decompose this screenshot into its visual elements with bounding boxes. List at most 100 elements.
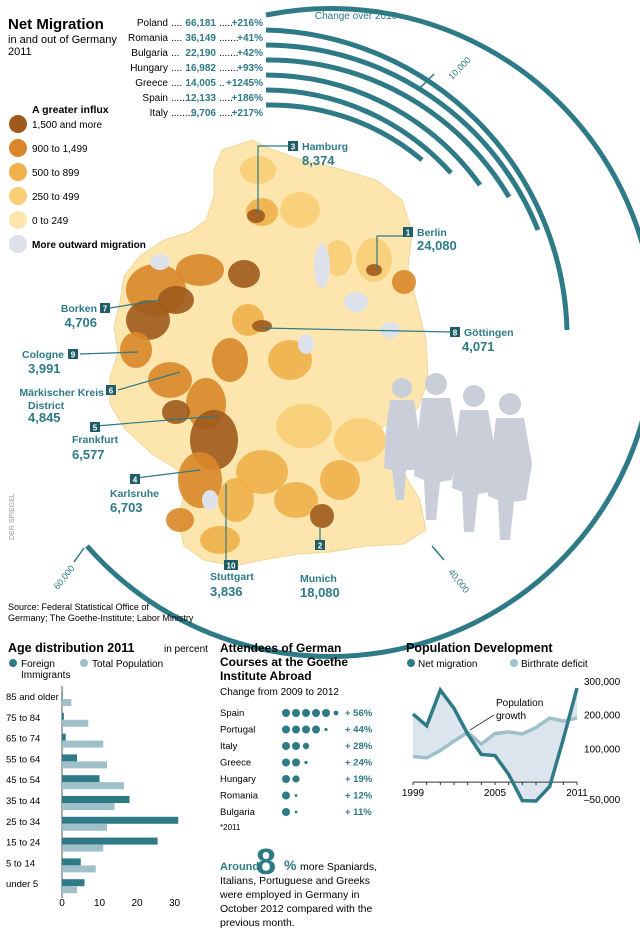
age-x-tick: 30 [169,898,181,909]
city-number: 1 [406,229,411,238]
city-number: 7 [103,305,108,314]
callout-leader [79,351,139,355]
age-category-label: 25 to 34 [6,817,40,828]
callout-leader [376,235,403,268]
city-number-badge [450,327,460,337]
origin-country: Bulgaria [131,48,168,59]
legend-swatch [9,211,27,229]
age-bar-immigrants [62,858,81,866]
map-districts [120,156,416,554]
city-value: 3,836 [210,584,243,599]
origin-value: 9,706 [191,108,216,119]
pop-annotation-2: growth [496,711,526,722]
age-legend-immigrants-label-2: Immigrants [21,670,70,681]
city-value: 4,706 [64,315,97,330]
age-x-tick: 20 [131,898,143,909]
origin-dots: .... [171,18,182,29]
legend-label: 500 to 899 [32,168,80,179]
goethe-dot [304,760,308,765]
origin-dots: ....... [219,33,238,44]
age-category-label: 35 to 44 [6,796,40,807]
origin-dots: .. [219,78,225,89]
origin-change: +186% [232,93,264,104]
map-district [310,504,334,528]
pop-line-net [411,686,579,803]
city-name: Karlsruhe [110,488,159,500]
city-name: Munich [300,573,337,585]
age-bar-immigrants [62,775,100,783]
map-district [158,286,194,314]
city-name: Märkischer Kreis [19,387,104,399]
age-bar-total [62,761,107,769]
map-district-outward [380,322,400,338]
stat-text-2: Italians, Portuguese and Greeks [220,875,370,887]
city-number: 8 [453,329,458,338]
goethe-value: + 44% [345,725,373,736]
city-number-badge [100,303,110,313]
age-bar-total [62,719,89,727]
legend-swatch [9,187,27,205]
map-district [276,404,332,448]
origin-dots: ....... [219,63,238,74]
goethe-dot [294,810,298,814]
goethe-dot [282,758,290,767]
origin-dots: .... [171,63,182,74]
age-category-label: under 5 [6,879,38,890]
map-district-outward [298,334,314,354]
city-number-badge [224,560,238,570]
goethe-dot [294,794,298,797]
age-chart-unit: in percent [164,644,208,655]
pop-legend-birth-label: Birthrate deficit [521,659,588,670]
age-legend-immigrants-label-1: Foreign [21,659,55,670]
pop-chart: 1999 2005 2011 300,000 200,000 100,000 –50,000… [402,677,621,806]
origin-dots: ..... [219,108,233,119]
city-number-badge [106,385,116,395]
age-legend-total-swatch [80,659,88,667]
origin-dots: ... [171,48,179,59]
goethe-dot [302,742,310,750]
page-title: Net Migration [8,16,104,33]
origin-list: Poland.... 66,181 .....+216%Romania.... 36,… [128,18,263,119]
origin-change: +41% [237,33,263,44]
map-district [334,418,386,462]
city-number: 9 [71,351,76,360]
age-chart: 85 and older 75 to 84 65 to 74 55 to 64 45 t… [6,686,180,909]
origin-value: 66,181 [185,18,216,29]
city-number-badge [130,474,140,484]
arc-italy [265,102,424,162]
origin-change: +93% [237,63,263,74]
age-bar-immigrants [62,837,158,845]
origin-arcs [85,6,640,659]
age-category-label: 65 to 74 [6,734,40,745]
pop-y-tick: 200,000 [584,711,621,722]
goethe-dot [312,709,320,717]
origin-value: 14,005 [185,78,216,89]
legend-label: 1,500 and more [32,120,102,131]
map-district [392,270,416,294]
age-bar-immigrants [62,879,85,887]
city-number: 6 [109,387,114,396]
callout-leader [135,469,201,479]
map-district-outward [344,292,368,312]
age-category-label: 5 to 14 [6,858,35,869]
stat-text-1: more Spaniards, [300,861,377,873]
goethe-country: Hungary [220,774,256,785]
arc-label-10000: 10,000 [446,55,473,82]
goethe-value: + 24% [345,758,373,769]
city-number: 4 [133,476,138,485]
map-district [324,240,352,276]
origin-country: Hungary [130,63,168,74]
age-bar-immigrants [62,754,77,762]
arc-bulgaria [265,42,541,231]
age-bar-total [62,823,107,831]
map-district [200,526,240,554]
goethe-dot [322,709,330,717]
map-district [366,264,382,276]
goethe-value: + 11% [345,807,372,818]
city-name: Borken [61,303,97,315]
map-district [162,400,190,424]
legend-swatch [9,115,27,133]
city-value: 8,374 [302,153,335,168]
